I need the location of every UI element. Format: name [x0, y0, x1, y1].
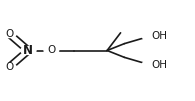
Text: O: O: [47, 45, 56, 56]
Text: OH: OH: [151, 60, 167, 70]
Circle shape: [21, 47, 36, 54]
Circle shape: [44, 47, 59, 54]
Circle shape: [142, 31, 161, 41]
Text: O: O: [5, 29, 13, 39]
Text: O: O: [5, 62, 13, 72]
Text: OH: OH: [151, 31, 167, 41]
Circle shape: [142, 60, 161, 70]
Text: N: N: [23, 44, 33, 57]
Circle shape: [2, 30, 16, 38]
Circle shape: [2, 63, 16, 71]
